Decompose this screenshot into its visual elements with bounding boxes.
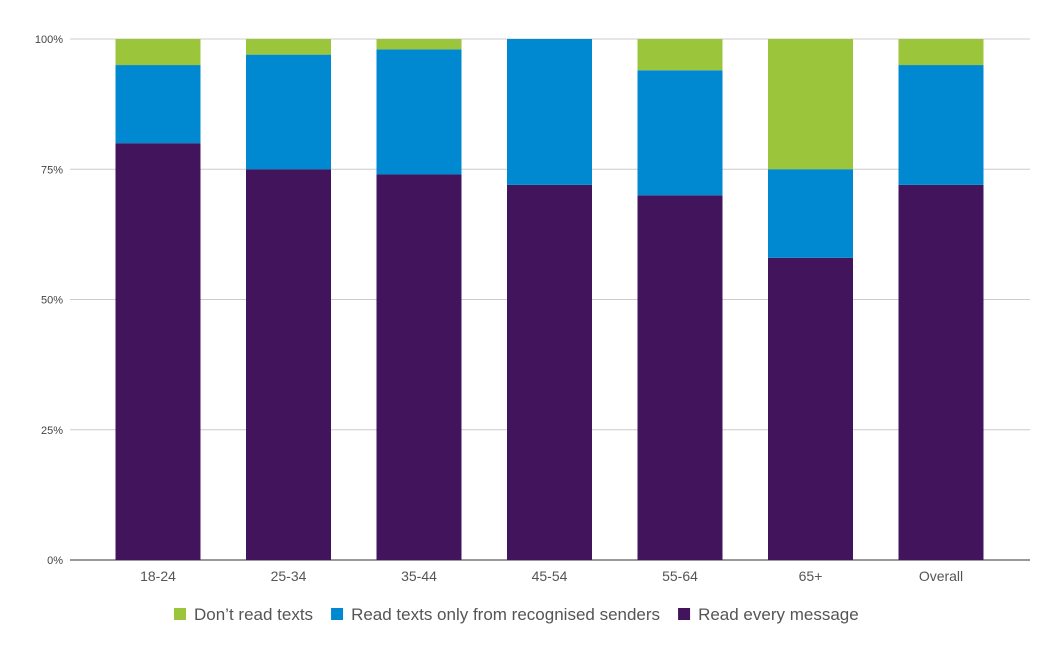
bar-segment — [637, 39, 723, 71]
y-tick-label: 25% — [41, 425, 63, 437]
bar-segment — [898, 65, 984, 185]
bar-segment — [768, 39, 853, 170]
legend-swatch — [174, 608, 186, 620]
y-tick-label: 0% — [47, 555, 63, 567]
legend-label: Read every message — [698, 605, 859, 624]
x-tick-label: 55-64 — [662, 568, 698, 584]
bar-segment — [246, 39, 331, 55]
bar-segment — [898, 39, 984, 66]
bar-segment — [376, 174, 462, 560]
legend-label: Read texts only from recognised senders — [351, 605, 660, 624]
bar-segment — [246, 169, 331, 560]
bar-segment — [376, 39, 462, 50]
bar-segment — [507, 39, 592, 185]
bar-segment — [768, 169, 853, 258]
y-tick-label: 100% — [35, 34, 63, 46]
x-tick-label: 45-54 — [532, 568, 568, 584]
x-tick-label: 65+ — [799, 568, 823, 584]
bar-segment — [637, 70, 723, 196]
x-tick-label: 25-34 — [271, 568, 307, 584]
bar-segment — [376, 49, 462, 175]
bar-segment — [507, 184, 592, 560]
legend-swatch — [678, 608, 691, 620]
bar-segment — [115, 65, 201, 144]
x-tick-label: 35-44 — [401, 568, 437, 584]
bar-segment — [898, 184, 984, 560]
y-tick-label: 75% — [41, 164, 63, 176]
bar-segment — [637, 195, 723, 561]
bar-segment — [115, 39, 201, 66]
x-tick-label: Overall — [919, 568, 963, 584]
bar-segment — [768, 257, 853, 560]
legend-swatch — [331, 608, 344, 620]
bar-segment — [246, 54, 331, 170]
bar-segment — [115, 143, 201, 560]
legend: Don’t read texts Read texts only from rec… — [174, 605, 859, 624]
y-tick-label: 50% — [41, 295, 63, 307]
x-tick-label: 18-24 — [140, 568, 176, 584]
legend-label: Don’t read texts — [194, 605, 313, 624]
